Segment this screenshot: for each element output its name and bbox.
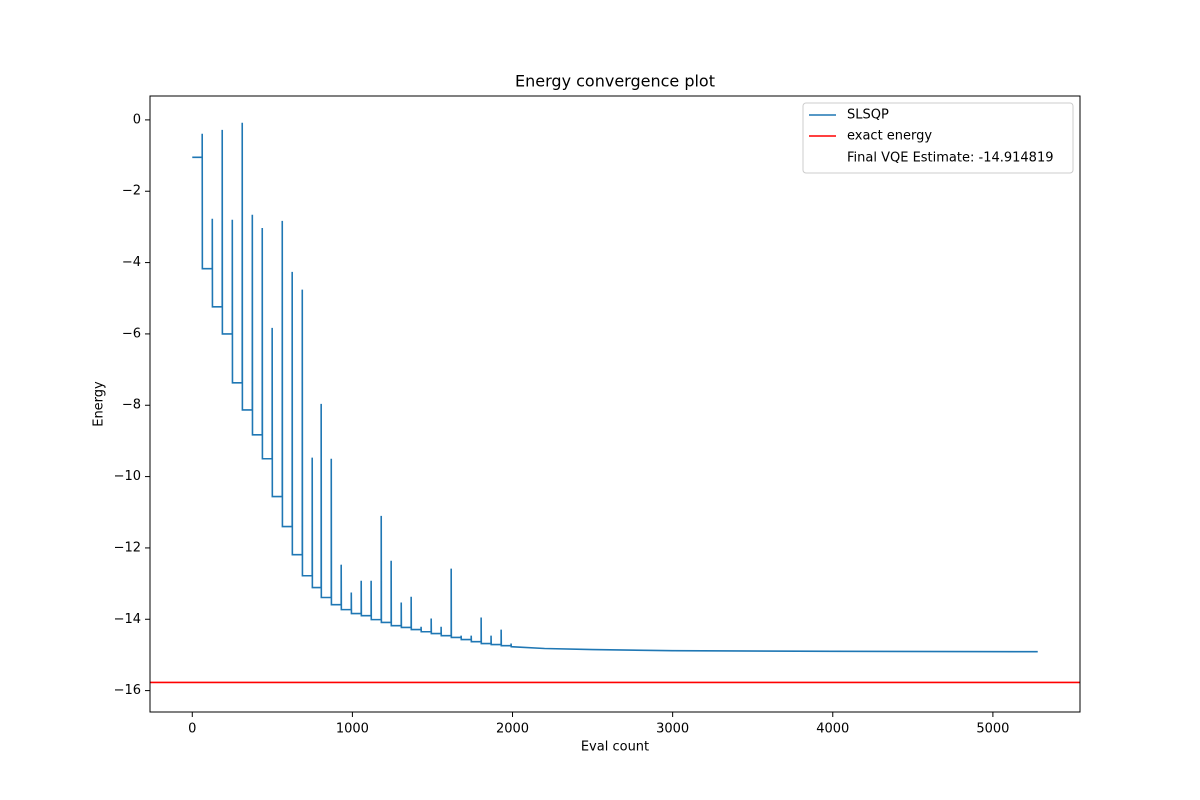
legend-box — [802, 102, 1074, 174]
y-tick-label: −6 — [122, 326, 141, 341]
x-tick-label: 3000 — [656, 722, 689, 737]
legend-note: Final VQE Estimate: -14.914819 — [847, 151, 1054, 166]
data-line — [192, 122, 1038, 653]
x-tick-label: 5000 — [976, 722, 1009, 737]
y-axis-label: Energy — [92, 381, 107, 427]
y-tick-label: −2 — [122, 184, 141, 199]
y-tick-label: −4 — [122, 255, 141, 270]
x-tick-label: 1000 — [336, 722, 369, 737]
x-axis-label: Eval count — [581, 740, 649, 755]
x-tick-label: 2000 — [496, 722, 529, 737]
x-tick-label: 4000 — [816, 722, 849, 737]
y-tick-label: −16 — [114, 683, 141, 698]
y-tick-label: −14 — [114, 612, 141, 627]
y-tick-label: −10 — [114, 469, 141, 484]
x-tick-label: 0 — [188, 722, 196, 737]
y-tick-label: 0 — [133, 112, 141, 127]
plot-frame — [149, 95, 1081, 713]
y-tick-label: −8 — [122, 398, 141, 413]
y-tick-label: −12 — [114, 540, 141, 555]
chart-title: Energy convergence plot — [515, 72, 715, 91]
legend-label: SLSQP — [847, 108, 889, 123]
legend-label: exact energy — [847, 129, 932, 144]
